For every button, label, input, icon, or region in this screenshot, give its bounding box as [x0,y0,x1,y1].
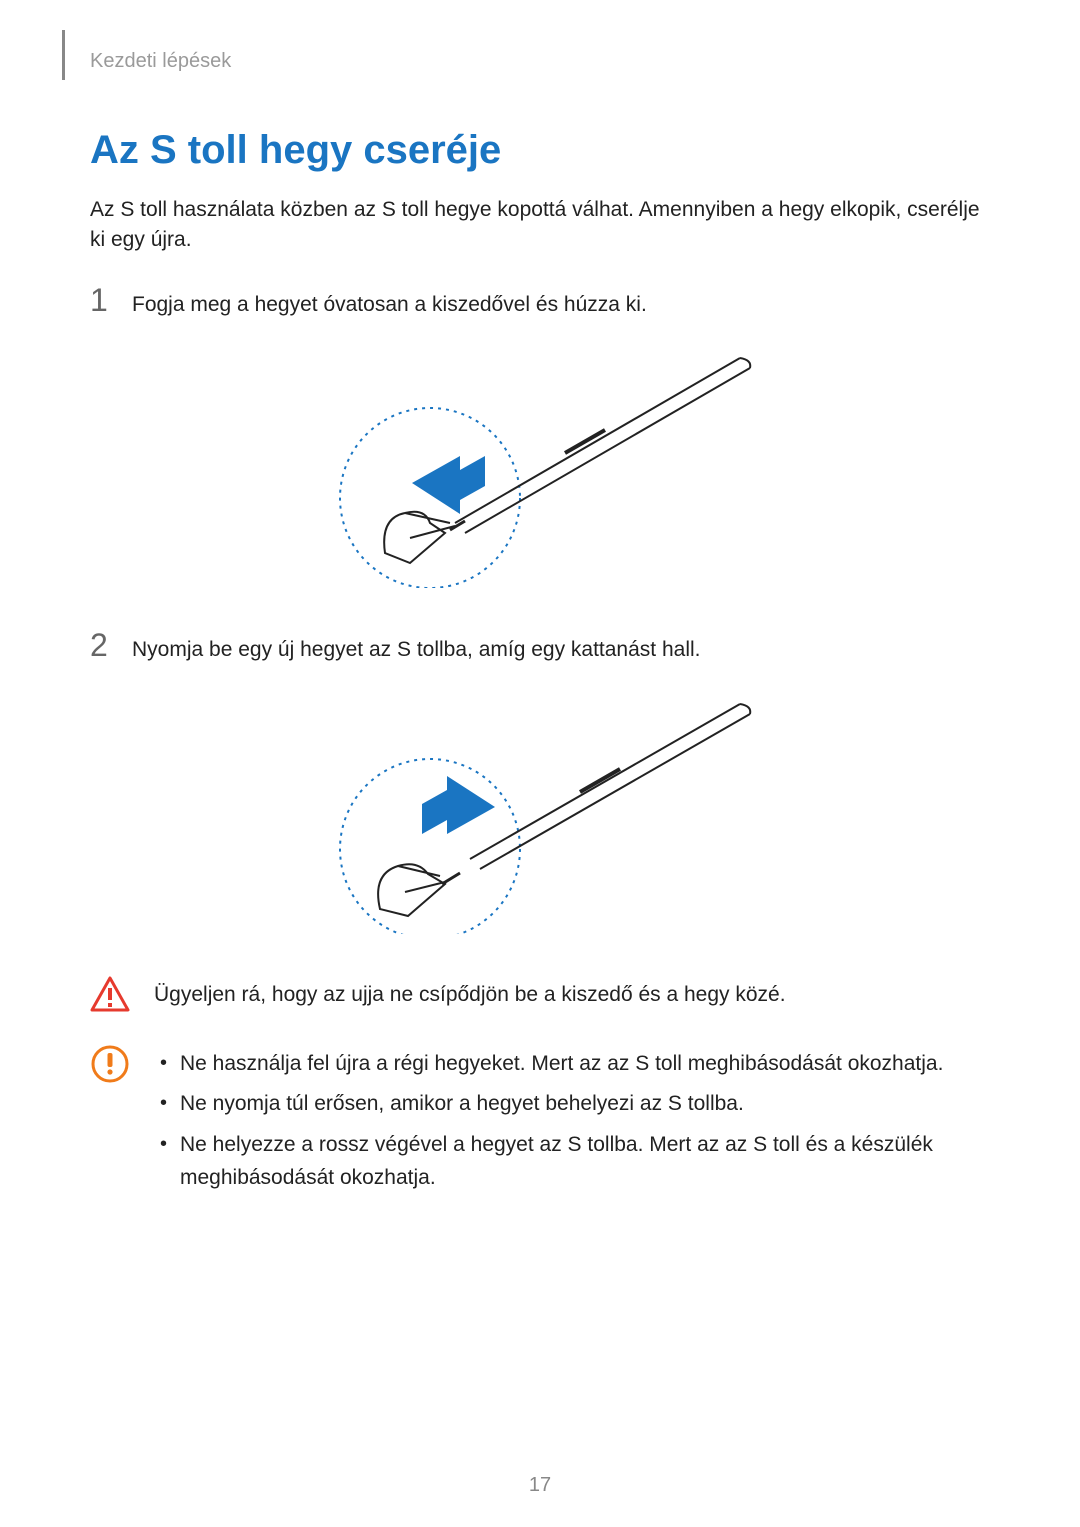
header-accent-bar [62,30,65,80]
intro-paragraph: Az S toll használata közben az S toll he… [90,195,990,256]
breadcrumb: Kezdeti lépések [90,50,990,73]
step-2-text: Nyomja be egy új hegyet az S tollba, amí… [132,629,701,666]
page-number: 17 [0,1474,1080,1497]
figure-step-2 [90,684,990,939]
page-title: Az S toll hegy cseréje [90,128,990,173]
step-2-number: 2 [90,629,116,661]
warning-row: Ügyeljen rá, hogy az ujja ne csípődjön b… [90,975,990,1020]
step-2: 2 Nyomja be egy új hegyet az S tollba, a… [90,629,990,666]
caution-list: Ne használja fel újra a régi hegyeket. M… [154,1048,990,1194]
warning-icon [90,975,130,1020]
caution-icon [90,1044,130,1089]
step-1-text: Fogja meg a hegyet óvatosan a kiszedővel… [132,284,647,321]
caution-item-2: Ne nyomja túl erősen, amikor a hegyet be… [154,1088,990,1121]
caution-item-3: Ne helyezze a rossz végével a hegyet az … [154,1129,990,1194]
step-1-number: 1 [90,284,116,316]
caution-body: Ne használja fel újra a régi hegyeket. M… [154,1044,990,1202]
pen-insert-illustration [310,684,770,934]
pen-pull-illustration [310,338,770,588]
figure-step-1 [90,338,990,593]
caution-item-1: Ne használja fel újra a régi hegyeket. M… [154,1048,990,1081]
step-1: 1 Fogja meg a hegyet óvatosan a kiszedőv… [90,284,990,321]
caution-row: Ne használja fel újra a régi hegyeket. M… [90,1044,990,1202]
warning-text: Ügyeljen rá, hogy az ujja ne csípődjön b… [154,975,786,1012]
